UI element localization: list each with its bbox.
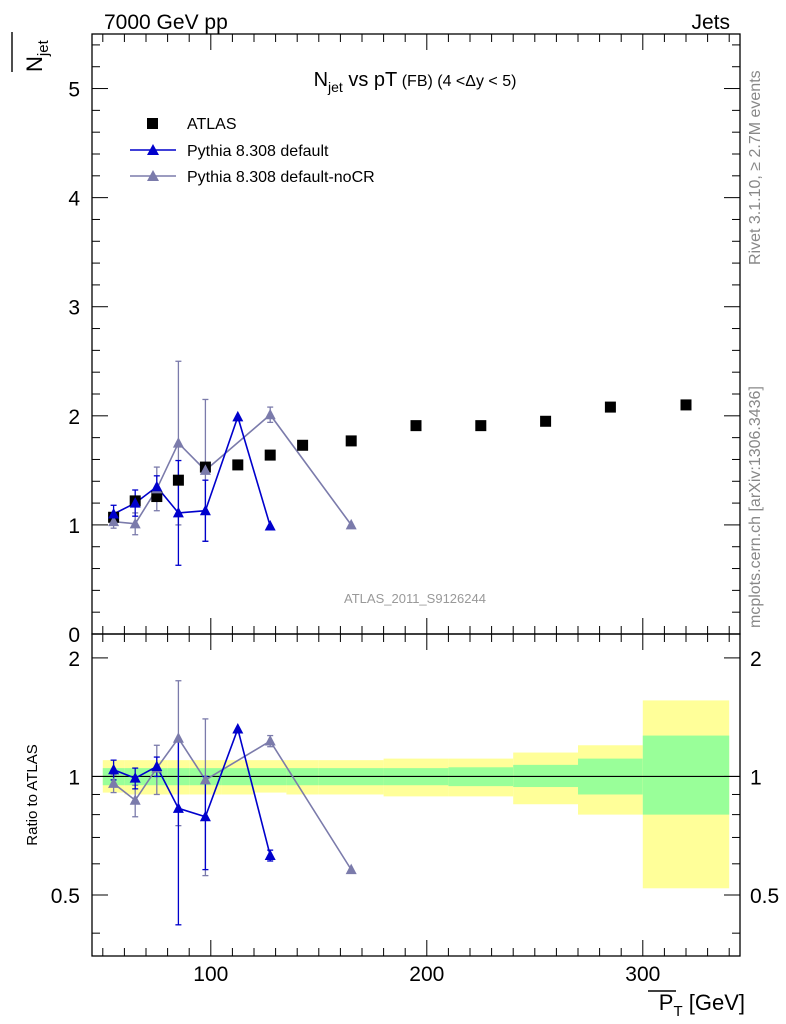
title-main: N — [314, 69, 328, 91]
xlabel-sub: T — [673, 1003, 682, 1020]
ratio-point-nocr — [199, 773, 211, 785]
ratio-point-default — [232, 722, 244, 734]
ratio-y-tick-label-right: 1 — [750, 766, 762, 789]
x-tick-label: 100 — [193, 963, 228, 986]
atlas-point — [680, 399, 692, 411]
y-tick-label: 5 — [68, 79, 80, 102]
side-text-bottom: mcplots.cern.ch [arXiv:1306.3436] — [747, 386, 764, 628]
point-default — [151, 480, 163, 492]
atlas-point — [151, 491, 163, 503]
legend-marker-atlas — [147, 118, 158, 129]
header-right: Jets — [691, 11, 730, 34]
point-default — [129, 497, 141, 508]
legend-entry-default: Pythia 8.308 default — [130, 143, 329, 160]
point-nocr — [108, 515, 120, 527]
watermark: ATLAS_2011_S9126244 — [344, 591, 486, 606]
legend-label-nocr: Pythia 8.308 default-noCR — [187, 169, 375, 186]
header-left: 7000 GeV pp — [104, 11, 228, 34]
ratio-point-nocr — [172, 732, 184, 743]
y-tick-label: 1 — [68, 515, 80, 538]
y-axis-title-bottom: Ratio to ATLAS — [24, 744, 41, 845]
y-tick-label: 3 — [68, 297, 80, 320]
ylabel-sub: jet — [35, 39, 52, 57]
side-text-top: Rivet 3.1.10, ≥ 2.7M events — [747, 70, 764, 265]
bottom-frame — [91, 633, 741, 957]
atlas-point — [172, 474, 184, 486]
x-tick-label: 200 — [409, 963, 444, 986]
point-default — [232, 410, 244, 422]
ratio-y-tick-label-left: 2 — [68, 648, 80, 671]
y-axis-title-top: Njet — [22, 39, 52, 72]
title-small: (FB) (4 <Δy < 5) — [397, 73, 516, 90]
legend-label-atlas: ATLAS — [187, 116, 237, 133]
ratio-point-default — [199, 810, 211, 822]
ratio-y-tick-label-left: 0.5 — [51, 885, 80, 908]
point-default — [199, 504, 211, 516]
ratio-plot: 100 200 300 0.5 0.5 1 1 2 2 — [51, 34, 779, 986]
svg-text:Njet: Njet — [22, 39, 52, 72]
title-sub: jet — [327, 79, 343, 95]
atlas-point — [264, 449, 276, 461]
x-tick-label: 300 — [625, 963, 660, 986]
ratio-point-nocr — [129, 794, 141, 805]
y-tick-label: 0 — [68, 624, 80, 647]
ratio-line-nocr — [113, 736, 352, 871]
legend-marker-nocr — [147, 170, 159, 181]
atlas-point — [540, 415, 552, 427]
atlas-point — [232, 459, 244, 471]
xlabel-unit: [GeV] — [683, 990, 745, 1015]
series-line-default — [113, 414, 271, 527]
atlas-point — [604, 401, 616, 413]
ratio-y-tick-label-right: 2 — [750, 648, 762, 671]
point-nocr — [345, 518, 357, 530]
point-nocr — [129, 517, 141, 529]
atlas-point — [297, 439, 309, 451]
ratio-point-default — [129, 772, 141, 783]
point-default — [172, 506, 184, 518]
legend-label-default: Pythia 8.308 default — [187, 143, 329, 160]
point-default — [264, 520, 276, 531]
point-nocr — [199, 464, 211, 475]
ratio-point-nocr — [264, 735, 276, 746]
point-nocr — [264, 408, 276, 420]
y-tick-label: 2 — [68, 406, 80, 429]
point-nocr — [172, 437, 184, 448]
ratio-point-nocr — [108, 777, 120, 788]
atlas-point — [475, 420, 487, 432]
main-title: Njet vs pT (FB) (4 <Δy < 5) — [314, 69, 517, 95]
ratio-y-tick-label-left: 1 — [68, 766, 80, 789]
legend: ATLAS Pythia 8.308 default Pythia 8.308 … — [130, 116, 375, 186]
top-plot: 0 1 2 3 4 5 — [68, 33, 741, 647]
legend-entry-atlas: ATLAS — [147, 116, 237, 133]
ratio-point-nocr — [345, 863, 357, 875]
y-tick-label: 4 — [68, 188, 80, 211]
title-rest: vs pT — [343, 69, 397, 91]
legend-marker-default — [147, 144, 159, 155]
ratio-point-default — [108, 763, 120, 775]
ratio-point-default — [172, 802, 184, 813]
atlas-point — [345, 435, 357, 447]
ratio-point-default — [151, 760, 163, 771]
ratio-y-tick-label-right: 0.5 — [750, 885, 779, 908]
band-green — [642, 735, 730, 815]
ylabel-main: N — [22, 56, 47, 72]
atlas-point — [410, 420, 422, 432]
point-default — [108, 508, 120, 519]
ratio-point-default — [264, 849, 276, 860]
xlabel-main: P — [659, 990, 674, 1015]
x-axis-title: PT [GeV] — [659, 990, 745, 1020]
legend-entry-nocr: Pythia 8.308 default-noCR — [130, 169, 375, 186]
